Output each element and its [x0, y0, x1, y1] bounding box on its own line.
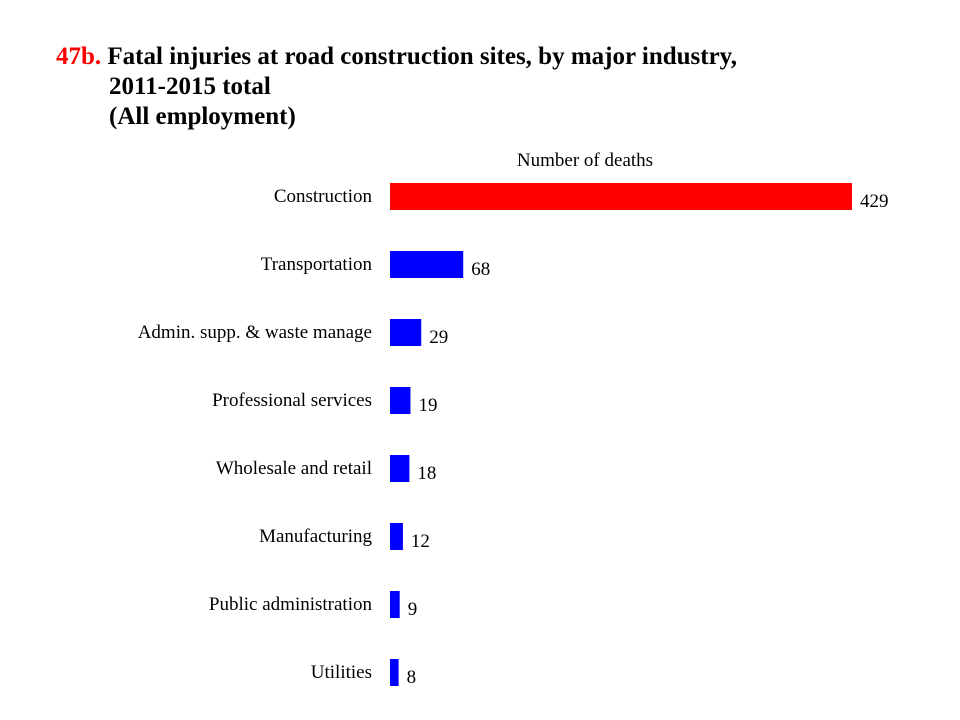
category-label-manufacturing: Manufacturing [259, 526, 372, 547]
bar-construction [390, 183, 852, 210]
category-label-construction: Construction [274, 186, 373, 207]
value-label-public-administration: 9 [408, 599, 418, 620]
value-label-utilities: 8 [407, 667, 417, 688]
category-label-transportation: Transportation [261, 254, 373, 275]
bar-utilities [390, 659, 399, 686]
category-label-public-administration: Public administration [209, 594, 373, 615]
category-label-utilities: Utilities [311, 662, 372, 683]
axis-title: Number of deaths [517, 150, 653, 171]
bar-admin-supp-waste-manage [390, 319, 422, 346]
figure-number: 47b. [56, 43, 102, 70]
title-subtitle: (All employment) [109, 103, 296, 130]
bars: Construction 429 Transportation 68 Admin. su… [138, 183, 889, 688]
category-label-professional-services: Professional services [212, 390, 372, 411]
title-text: Fatal injuries at road construction site… [107, 43, 738, 70]
bar-manufacturing [390, 523, 403, 550]
category-label-admin-supp-waste-manage: Admin. supp. & waste manage [138, 322, 372, 343]
title-line-1: 47b. Fatal injuries at road construction… [56, 42, 737, 72]
chart-title: 47b. Fatal injuries at road construction… [56, 42, 737, 132]
value-label-professional-services: 19 [418, 395, 437, 416]
bar-professional-services [390, 387, 411, 414]
value-label-construction: 429 [860, 191, 889, 212]
value-label-wholesale-and-retail: 18 [417, 463, 436, 484]
bar-transportation [390, 251, 464, 278]
bar-public-administration [390, 591, 400, 618]
bar-wholesale-and-retail [390, 455, 410, 482]
value-label-transportation: 68 [471, 259, 490, 280]
category-label-wholesale-and-retail: Wholesale and retail [216, 458, 372, 479]
value-label-admin-supp-waste-manage: 29 [429, 327, 448, 348]
title-line-2: 2011-2015 total [109, 73, 271, 100]
value-label-manufacturing: 12 [411, 531, 430, 552]
